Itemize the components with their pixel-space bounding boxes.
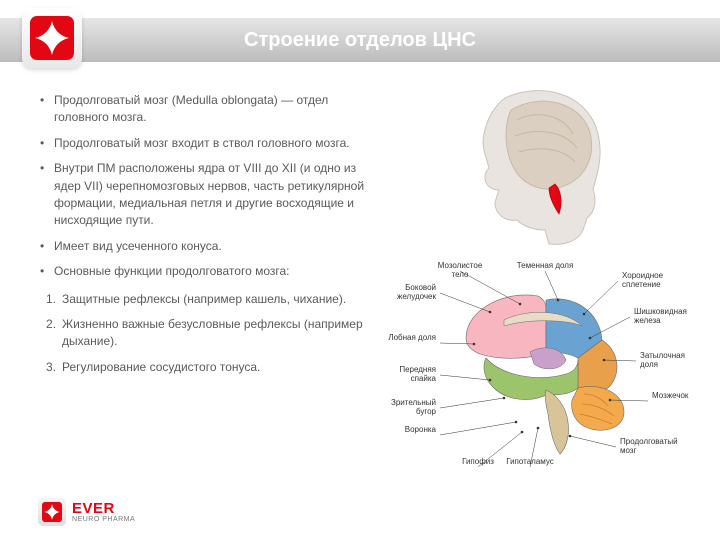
diagram-label: Затылочная: [640, 351, 685, 360]
diagram-label: сплетение: [622, 280, 661, 289]
diagram-label: Продолговатый: [620, 437, 678, 446]
list-item: Имеет вид усеченного конуса.: [40, 238, 375, 255]
diagram-label: Гипофиз: [462, 457, 494, 466]
list-item: Внутри ПМ расположены ядра от VIII до XI…: [40, 160, 375, 230]
head-brain-illustration: [400, 80, 670, 250]
diagram-label: Боковой: [405, 283, 436, 292]
footer-subbrand: NEURO PHARMA: [72, 516, 135, 523]
diagram-label: Шишковидная: [634, 307, 687, 316]
diagram-label: доля: [640, 360, 658, 369]
diagram-label: спайка: [411, 374, 437, 383]
header-logo: [22, 8, 82, 68]
brain-sagittal-icon: [445, 80, 625, 250]
diagram-label: Теменная доля: [517, 261, 574, 270]
numbered-list: Защитные рефлексы (например кашель, чиха…: [46, 291, 375, 377]
diagram-label: Воронка: [405, 425, 437, 434]
diagram-label: железа: [634, 316, 661, 325]
diagram-label: тело: [452, 270, 470, 279]
diagram-label: мозг: [620, 446, 637, 455]
diagram-label: Гипоталамус: [506, 457, 554, 466]
brain-diagram-icon: Боковойжелудочек Лобная доля Передняяспайк…: [370, 260, 710, 495]
list-item: Жизненно важные безусловные рефлексы (на…: [46, 316, 375, 351]
diagram-label: желудочек: [397, 292, 436, 301]
footer-logo: EVER NEURO PHARMA: [38, 498, 135, 526]
slide: Строение отделов ЦНС Продолговатый мозг …: [0, 0, 720, 540]
footer-star-bg: [38, 498, 66, 526]
list-item: Защитные рефлексы (например кашель, чиха…: [46, 291, 375, 308]
header-bar: Строение отделов ЦНС: [0, 18, 720, 62]
list-item: Регулирование сосудистого тонуса.: [46, 359, 375, 376]
footer-brand: EVER: [72, 501, 135, 516]
star-icon: [30, 16, 74, 60]
diagram-label: Мозолистое: [438, 261, 483, 270]
footer-text: EVER NEURO PHARMA: [72, 501, 135, 523]
diagram-label: Передняя: [399, 365, 436, 374]
list-item: Продолговатый мозг (Medulla oblongata) —…: [40, 92, 375, 127]
list-item: Основные функции продолговатого мозга:: [40, 263, 375, 280]
brain-labeled-diagram: Боковойжелудочек Лобная доля Передняяспайк…: [370, 260, 710, 495]
diagram-label: Зрительный: [391, 398, 436, 407]
diagram-label: бугор: [416, 407, 437, 416]
bullet-list: Продолговатый мозг (Medulla oblongata) —…: [40, 92, 375, 281]
page-title: Строение отделов ЦНС: [0, 29, 720, 52]
diagram-label: Хороидное: [622, 271, 664, 280]
star-icon: [42, 502, 62, 522]
diagram-label: Мозжечок: [652, 391, 689, 400]
list-item: Продолговатый мозг входит в ствол головн…: [40, 135, 375, 152]
body-text: Продолговатый мозг (Medulla oblongata) —…: [40, 92, 375, 384]
diagram-label: Лобная доля: [388, 333, 436, 342]
